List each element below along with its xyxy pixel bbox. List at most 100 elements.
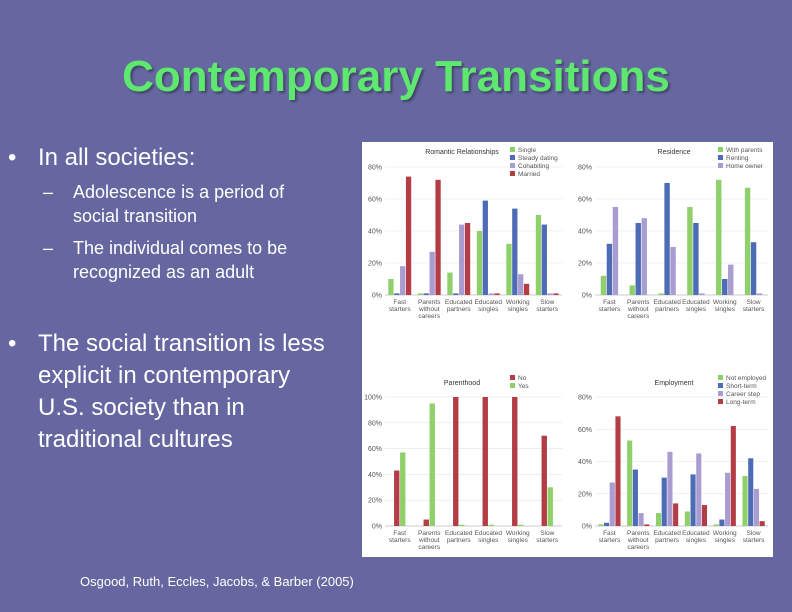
x-tick-label: Slow — [747, 530, 761, 537]
x-tick-label: starters — [536, 537, 558, 544]
bar-with-parents — [600, 275, 607, 295]
bar-not-employed — [655, 513, 662, 526]
bar-renting — [750, 242, 757, 295]
sub-bullet-line: recognized as an adult — [73, 262, 255, 282]
chart-employment: Employment0%20%40%60%80%FaststartersPare… — [578, 375, 768, 551]
bar-married — [464, 223, 471, 295]
bar-no — [512, 397, 518, 526]
legend-entry: Long-term — [726, 399, 756, 406]
x-tick-label: Educated — [475, 530, 503, 537]
bullet-text: In all societies: — [38, 144, 196, 171]
legend-entry: Renting — [726, 155, 749, 162]
x-tick-label: singles — [686, 306, 707, 313]
x-tick-label: Working — [506, 530, 530, 537]
bar-not-employed — [742, 476, 748, 526]
x-tick-label: singles — [715, 537, 736, 544]
bar-short-term — [690, 474, 696, 526]
x-tick-label: singles — [478, 306, 499, 313]
legend-entry: No — [518, 375, 527, 382]
x-tick-label: Working — [713, 530, 737, 537]
bar-no — [541, 435, 547, 526]
x-tick-label: starters — [599, 306, 621, 313]
legend-swatch — [718, 399, 723, 404]
slide-title: Contemporary Transitions — [122, 52, 670, 101]
x-tick-label: partners — [447, 537, 472, 544]
legend-entry: Yes — [518, 383, 529, 390]
legend-swatch — [510, 163, 515, 168]
y-tick-label: 20% — [368, 261, 382, 268]
x-tick-label: careers — [627, 544, 649, 551]
y-tick-label: 0% — [582, 293, 592, 300]
bar-renting — [693, 223, 699, 295]
legend-swatch — [510, 375, 515, 380]
legend-entry: Single — [518, 147, 536, 154]
x-tick-label: starters — [743, 537, 765, 544]
bar-career-step — [638, 513, 644, 526]
chart-residence: Residence0%20%40%60%80%FaststartersParen… — [578, 147, 768, 320]
bar-married — [405, 176, 412, 295]
x-tick-label: starters — [599, 537, 621, 544]
legend-entry: Not employed — [726, 375, 766, 382]
legend-entry: Career step — [726, 391, 760, 398]
x-tick-label: Educated — [475, 299, 503, 306]
bar-cohabiting — [400, 266, 406, 295]
bar-renting — [606, 243, 613, 295]
bar-steady-dating — [482, 200, 488, 295]
bar-short-term — [748, 458, 754, 526]
x-tick-label: careers — [418, 313, 440, 320]
bar-single — [417, 293, 424, 295]
x-tick-label: Slow — [540, 530, 554, 537]
bar-no — [482, 397, 488, 526]
x-tick-label: singles — [686, 537, 707, 544]
bar-yes — [429, 403, 435, 526]
bar-not-employed — [627, 440, 633, 526]
bar-cohabiting — [429, 251, 435, 295]
x-tick-label: Working — [713, 299, 737, 306]
x-tick-label: Fast — [603, 530, 616, 537]
x-tick-label: without — [627, 537, 649, 544]
sub-bullet-line: Adolescence is a period of — [73, 182, 285, 202]
sub-bullet-social-transition: – Adolescence is a period of social tran… — [43, 180, 285, 228]
chart-figure: Romantic Relationships 0% 20% 40% 60% 80% Fast… — [362, 142, 773, 557]
y-tick-label: 20% — [368, 498, 382, 505]
chart-title: Residence — [657, 149, 690, 156]
bar-no — [423, 519, 429, 526]
bar-steady-dating — [423, 293, 429, 295]
legend-swatch — [510, 155, 515, 160]
bar-single — [506, 243, 512, 295]
legend-swatch — [718, 147, 723, 152]
x-tick-label: partners — [655, 537, 680, 544]
bar-with-parents — [629, 285, 635, 295]
bar-yes — [547, 487, 553, 526]
bar-yes — [488, 524, 494, 526]
x-tick-label: singles — [508, 306, 529, 313]
x-tick-label: Educated — [445, 299, 473, 306]
x-tick-label: Parents — [627, 299, 650, 306]
x-tick-label: Parents — [627, 530, 650, 537]
bar-no — [394, 470, 400, 526]
y-tick-label: 60% — [578, 427, 592, 434]
bar-long-term — [701, 505, 708, 526]
bar-no — [453, 397, 459, 526]
bar-home-owner — [670, 247, 676, 295]
bar-steady-dating — [453, 293, 459, 295]
x-tick-label: Educated — [653, 530, 681, 537]
x-tick-label: without — [627, 306, 649, 313]
y-tick-label: 80% — [578, 395, 592, 402]
chart-parenthood: Parenthood0%20%40%60%80%100%Faststarters… — [364, 375, 562, 551]
y-tick-label: 0% — [582, 524, 592, 531]
legend-entry: Home owner — [726, 163, 764, 170]
bar-home-owner — [612, 207, 619, 295]
bar-home-owner — [699, 293, 705, 295]
bar-short-term — [604, 522, 610, 526]
bar-career-step — [609, 482, 615, 526]
x-tick-label: careers — [627, 313, 649, 320]
x-tick-label: starters — [389, 537, 411, 544]
bar-not-employed — [598, 524, 604, 526]
y-tick-label: 40% — [578, 229, 592, 236]
bullet-line: U.S. society than in — [38, 394, 245, 421]
bar-with-parents — [687, 207, 693, 295]
y-tick-label: 0% — [372, 524, 382, 531]
bar-married — [553, 293, 559, 295]
bar-steady-dating — [541, 224, 547, 295]
